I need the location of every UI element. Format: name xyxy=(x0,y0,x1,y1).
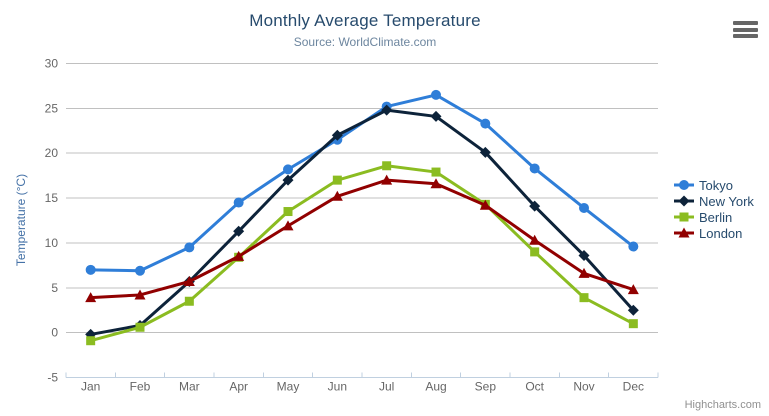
y-axis-label: 15 xyxy=(45,191,59,205)
marker-triangle xyxy=(430,178,442,189)
legend-diamond-icon xyxy=(674,195,694,207)
marker-triangle xyxy=(134,289,146,300)
y-axis-title: Temperature (°C) xyxy=(14,173,28,267)
marker-square xyxy=(382,161,392,171)
x-axis-label: Apr xyxy=(229,380,248,394)
marker-circle xyxy=(431,89,441,100)
legend-item-london[interactable]: London xyxy=(674,225,754,241)
y-axis-label: 10 xyxy=(45,236,59,250)
marker-diamond xyxy=(578,249,590,261)
x-axis-label: Jun xyxy=(328,380,347,394)
legend-label: Tokyo xyxy=(699,177,733,193)
marker-diamond xyxy=(678,195,690,207)
marker-triangle xyxy=(529,234,541,245)
marker-diamond xyxy=(430,110,442,122)
marker-triangle xyxy=(282,220,294,231)
marker-square xyxy=(530,247,540,257)
x-axis-label: May xyxy=(277,380,300,394)
marker-diamond xyxy=(529,200,541,212)
marker-triangle xyxy=(85,292,97,303)
export-menu-button[interactable] xyxy=(733,21,758,38)
x-axis-label: Nov xyxy=(573,380,594,394)
x-axis-label: Sep xyxy=(475,380,497,394)
y-axis-label: 25 xyxy=(45,101,59,115)
chart-subtitle: Source: WorldClimate.com xyxy=(293,35,437,49)
series-line xyxy=(89,108,635,336)
marker-triangle xyxy=(233,250,245,261)
marker-circle xyxy=(679,180,689,190)
marker-circle xyxy=(85,264,96,275)
legend-label: London xyxy=(699,225,743,241)
marker-square xyxy=(86,336,96,346)
legend-circle-icon xyxy=(674,180,694,190)
x-axis-label: Jan xyxy=(81,380,100,394)
marker-square xyxy=(184,296,194,306)
marker-square xyxy=(283,207,293,217)
legend: Tokyo New York Berlin London xyxy=(674,177,754,241)
marker-triangle xyxy=(578,267,590,278)
marker-triangle xyxy=(627,284,639,295)
y-axis-label: 0 xyxy=(51,326,58,340)
marker-circle xyxy=(529,163,540,174)
marker-square xyxy=(579,293,589,303)
marker-square xyxy=(679,212,689,222)
x-axis-label: Oct xyxy=(525,380,544,394)
marker-diamond xyxy=(381,104,393,116)
hamburger-menu-icon xyxy=(733,21,758,38)
series-london[interactable] xyxy=(85,174,639,303)
y-axis-label: 20 xyxy=(45,146,59,160)
marker-triangle xyxy=(183,276,195,287)
marker-circle xyxy=(184,242,195,253)
y-axis-label: 30 xyxy=(45,57,59,71)
marker-square xyxy=(628,319,638,329)
marker-diamond xyxy=(233,225,245,237)
x-axis-label: Mar xyxy=(179,380,200,394)
x-axis-label: Dec xyxy=(623,380,644,394)
marker-square xyxy=(135,322,145,332)
marker-square xyxy=(332,175,342,185)
marker-square xyxy=(431,167,441,177)
series-line xyxy=(89,178,635,300)
x-axis-label: Jul xyxy=(379,380,394,394)
marker-circle xyxy=(233,197,244,208)
y-axis-label: 5 xyxy=(51,281,58,295)
y-axis-label: -5 xyxy=(47,371,58,385)
series-new-york[interactable] xyxy=(85,104,639,340)
legend-label: New York xyxy=(699,193,754,209)
series-tokyo[interactable] xyxy=(85,89,639,276)
marker-triangle xyxy=(678,227,690,238)
marker-triangle xyxy=(381,174,393,185)
marker-circle xyxy=(579,202,589,213)
marker-circle xyxy=(628,241,639,252)
marker-diamond xyxy=(479,146,491,158)
legend-label: Berlin xyxy=(699,209,733,225)
legend-item-tokyo[interactable]: Tokyo xyxy=(674,177,754,193)
marker-circle xyxy=(135,265,145,276)
marker-diamond xyxy=(331,129,343,141)
x-axis-label: Aug xyxy=(425,380,446,394)
x-axis-label: Feb xyxy=(130,380,151,394)
chart-title: Monthly Average Temperature xyxy=(249,11,481,30)
marker-triangle xyxy=(479,199,491,210)
legend-item-new-york[interactable]: New York xyxy=(674,193,754,209)
marker-triangle xyxy=(331,190,343,201)
marker-diamond xyxy=(282,174,294,186)
marker-circle xyxy=(283,164,293,175)
marker-circle xyxy=(480,118,491,129)
series-line xyxy=(89,164,635,343)
legend-square-icon xyxy=(674,212,694,222)
highcharts-credit-link[interactable]: Highcharts.com xyxy=(684,399,761,411)
legend-item-berlin[interactable]: Berlin xyxy=(674,209,754,225)
marker-diamond xyxy=(627,304,639,316)
legend-triangle-icon xyxy=(674,227,694,238)
